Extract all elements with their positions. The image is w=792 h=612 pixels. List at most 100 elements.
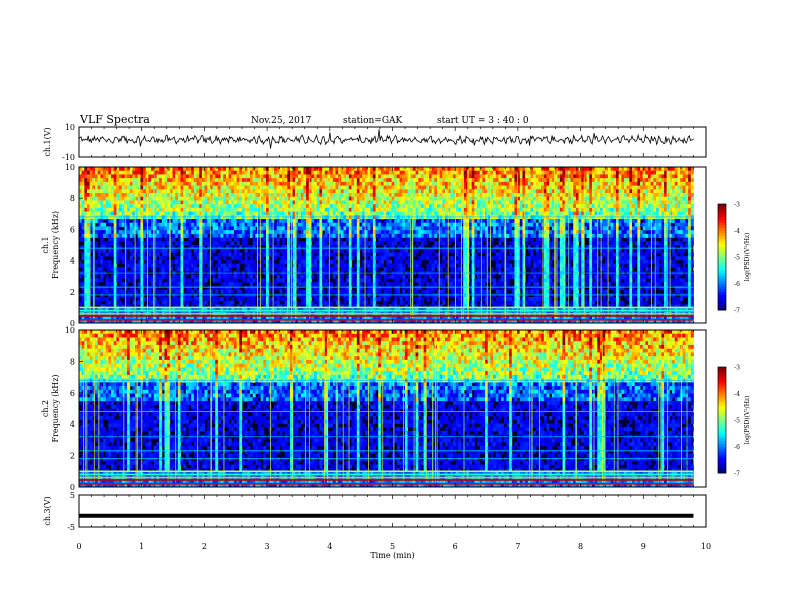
- spectrogram-cell: [362, 319, 366, 324]
- spectrogram-cell: [212, 274, 216, 279]
- spectrogram-cell: [236, 274, 240, 279]
- spectrogram-cell: [97, 278, 101, 283]
- spectrogram-cell: [332, 259, 336, 264]
- spectrogram-cell: [257, 248, 262, 253]
- spectrogram-cell: [207, 319, 211, 324]
- spectrogram-cell: [135, 219, 139, 224]
- spectrogram-cell: [362, 219, 366, 224]
- spectrogram-cell: [418, 170, 422, 175]
- spectrogram-cell: [268, 207, 272, 212]
- spectrogram-cell: [151, 315, 155, 320]
- spectrogram-cell: [103, 211, 107, 216]
- spectrogram-cell: [399, 259, 403, 264]
- spectrogram-cell: [292, 293, 296, 298]
- spectrogram-cell: [351, 174, 355, 179]
- spectrogram-cell: [306, 233, 310, 238]
- spectrogram-cell: [137, 259, 141, 264]
- spectrogram-cell: [354, 304, 358, 309]
- spectrogram-cell: [95, 248, 99, 253]
- spectrogram-cell: [119, 304, 123, 309]
- spectrogram-cell: [298, 204, 302, 209]
- spectrogram-cell: [308, 289, 312, 294]
- spectrogram-cell: [140, 226, 144, 231]
- spectrogram-cell: [378, 196, 382, 201]
- spectrogram-cell: [81, 297, 85, 302]
- spectrogram-cell: [335, 222, 339, 227]
- spectrogram-cell: [324, 189, 328, 194]
- spectrogram-cell: [415, 226, 419, 231]
- spectrogram-cell: [303, 293, 307, 298]
- spectrogram-cell: [172, 245, 176, 250]
- spectrogram-cell: [415, 196, 419, 201]
- spectrogram-cell: [225, 285, 230, 290]
- spectrogram-cell: [282, 196, 286, 201]
- spectrogram-cell: [300, 178, 304, 183]
- spectrogram-cell: [105, 233, 109, 238]
- spectrogram-cell: [231, 215, 235, 220]
- spectrogram-cell: [348, 215, 352, 220]
- spectrogram-cell: [287, 285, 291, 290]
- spectrogram-cell: [188, 193, 192, 198]
- spectrogram-cell: [201, 304, 205, 309]
- spectrogram-cell: [279, 193, 283, 198]
- spectrogram-cell: [183, 230, 187, 235]
- spectrogram-cell: [127, 237, 131, 242]
- spectrogram-cell: [386, 267, 390, 272]
- spectrogram-cell: [199, 189, 203, 194]
- spectrogram-cell: [343, 219, 347, 224]
- spectrogram-cell: [167, 204, 171, 209]
- spectrogram-cell: [100, 289, 104, 294]
- spectrogram-cell: [196, 189, 200, 194]
- spectrogram-cell: [201, 193, 205, 198]
- spectrogram-cell: [140, 285, 144, 290]
- spectrogram-cell: [372, 170, 376, 175]
- spectrogram-cell: [193, 170, 197, 175]
- spectrogram-cell: [292, 215, 296, 220]
- spectrogram-cell: [140, 315, 144, 320]
- spectrogram-cell: [92, 278, 96, 283]
- spectrogram-cell: [255, 248, 259, 253]
- spectrogram-cell: [266, 185, 270, 190]
- spectrogram-cell: [356, 293, 360, 298]
- spectrogram-cell: [228, 185, 232, 190]
- spectrogram-cell: [175, 204, 179, 209]
- spectrogram-cell: [191, 237, 195, 242]
- spectrogram-cell: [172, 259, 176, 264]
- spectrogram-cell: [177, 267, 181, 272]
- spectrogram-cell: [111, 207, 115, 212]
- spectrogram-cell: [367, 185, 371, 190]
- spectrogram-cell: [196, 185, 200, 190]
- spectrogram-cell: [105, 174, 109, 179]
- spectrogram-cell: [276, 304, 280, 309]
- spectrogram-cell: [295, 204, 299, 209]
- spectrogram-cell: [193, 293, 197, 298]
- spectrogram-cell: [266, 193, 270, 198]
- spectrogram-cell: [236, 204, 240, 209]
- spectrogram-cell: [306, 319, 310, 324]
- spectrogram-cell: [362, 204, 366, 209]
- spectrogram-cell: [394, 300, 398, 305]
- spectrogram-cell: [113, 259, 117, 264]
- spectrogram-cell: [244, 204, 248, 209]
- spectrogram-cell: [151, 200, 155, 205]
- spectrogram-cell: [220, 178, 224, 183]
- spectrogram-cell: [420, 237, 425, 242]
- spectrogram-cell: [196, 200, 200, 205]
- spectrogram-cell: [249, 293, 254, 298]
- spectrogram-cell: [295, 237, 299, 242]
- spectrogram-cell: [338, 263, 342, 268]
- spectrogram-cell: [137, 181, 141, 186]
- spectrogram-cell: [84, 233, 88, 238]
- spectrogram-cell: [199, 185, 203, 190]
- spectrogram-cell: [223, 181, 227, 186]
- spectrogram-cell: [386, 285, 390, 290]
- spectrogram-cell: [340, 233, 344, 238]
- spectrogram-cell: [225, 219, 230, 224]
- spectrogram-cell: [300, 289, 304, 294]
- spectrogram-cell: [239, 315, 243, 320]
- spectrogram-cell: [87, 315, 91, 320]
- spectrogram-cell: [79, 245, 83, 250]
- spectrogram-cell: [311, 189, 315, 194]
- spectrogram-cell: [332, 207, 336, 212]
- spectrogram-cell: [207, 293, 211, 298]
